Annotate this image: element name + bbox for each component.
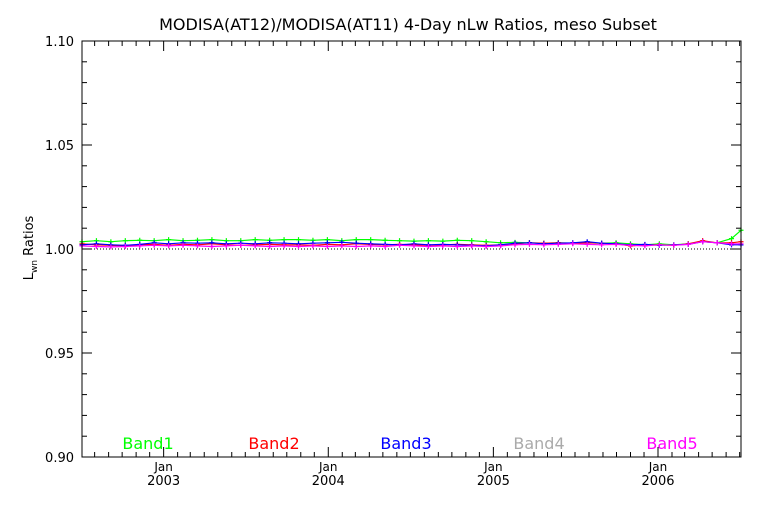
data-point-band5: [194, 243, 200, 249]
legend-label-band5: Band5: [646, 434, 697, 453]
legend-label-band3: Band3: [380, 434, 431, 453]
data-point-band5: [440, 243, 446, 249]
data-point-band5: [267, 244, 273, 250]
y-tick-label: 0.90: [45, 451, 74, 466]
legend-label-band2: Band2: [248, 434, 299, 453]
data-point-band5: [469, 243, 475, 249]
x-tick-month-label: Jan: [153, 460, 173, 474]
x-tick-month-label: Jan: [648, 460, 668, 474]
data-point-band5: [584, 241, 590, 247]
x-tick-year-label: 2005: [477, 474, 510, 489]
axes: 0.900.951.001.051.10Jan2003Jan2004Jan200…: [45, 35, 742, 489]
data-point-band5: [137, 243, 143, 249]
data-point-band5: [411, 243, 417, 249]
data-point-band5: [296, 244, 302, 250]
x-tick-month-label: Jan: [483, 460, 503, 474]
data-point-band5: [339, 243, 345, 249]
data-point-band5: [180, 242, 186, 248]
x-tick-year-label: 2006: [641, 474, 674, 489]
data-point-band5: [671, 242, 677, 248]
legend: Band1 Band2 Band3 Band4 Band5: [122, 434, 697, 453]
data-point-band5: [368, 243, 374, 249]
y-tick-label: 1.00: [45, 243, 74, 258]
data-point-band5: [526, 241, 532, 247]
y-axis-label-rest: Ratios: [22, 215, 37, 260]
data-point-band5: [555, 241, 561, 247]
chart-title: MODISA(AT12)/MODISA(AT11) 4-Day nLw Rati…: [159, 15, 657, 34]
x-tick-year-label: 2004: [312, 474, 345, 489]
data-point-band5: [382, 244, 388, 250]
data-point-band5: [353, 244, 359, 250]
legend-label-band1: Band1: [122, 434, 173, 453]
data-point-band5: [122, 244, 128, 250]
data-point-band5: [425, 244, 431, 250]
plot-area: [79, 227, 744, 250]
plot-frame: [81, 40, 742, 458]
data-point-band5: [252, 243, 258, 249]
x-tick-year-label: 2003: [147, 474, 180, 489]
data-point-band5: [642, 243, 648, 249]
data-point-band5: [454, 244, 460, 250]
svg-text:Lwn Ratios: Lwn Ratios: [22, 215, 40, 280]
y-axis-label: Lwn Ratios: [22, 215, 40, 280]
y-tick-label: 1.10: [45, 35, 74, 50]
data-point-band5: [483, 244, 489, 250]
data-point-band5: [700, 239, 706, 245]
data-point-band5: [209, 244, 215, 250]
data-point-band5: [599, 242, 605, 248]
y-tick-label: 0.95: [45, 347, 74, 362]
data-point-band1: [122, 238, 128, 244]
data-point-band5: [151, 242, 157, 248]
data-point-band5: [397, 242, 403, 248]
data-point-band5: [310, 243, 316, 249]
y-axis-label-subscript: wn: [30, 260, 40, 273]
data-point-band5: [324, 244, 330, 250]
data-point-band5: [656, 242, 662, 248]
data-point-band5: [613, 241, 619, 247]
data-point-band5: [541, 242, 547, 248]
data-point-band5: [714, 240, 720, 246]
data-point-band5: [512, 242, 518, 248]
data-point-band5: [685, 241, 691, 247]
data-point-band5: [238, 242, 244, 248]
y-axis-label-main: L: [22, 272, 37, 280]
data-point-band5: [281, 243, 287, 249]
data-point-band5: [729, 241, 735, 247]
y-tick-label: 1.05: [45, 139, 74, 154]
x-tick-month-label: Jan: [318, 460, 338, 474]
data-point-band5: [627, 242, 633, 248]
data-point-band5: [166, 243, 172, 249]
data-point-band5: [570, 241, 576, 247]
data-point-band5: [108, 244, 114, 250]
data-point-band5: [93, 244, 99, 250]
legend-label-band4: Band4: [513, 434, 564, 453]
data-point-band5: [223, 243, 229, 249]
data-point-band5: [498, 243, 504, 249]
